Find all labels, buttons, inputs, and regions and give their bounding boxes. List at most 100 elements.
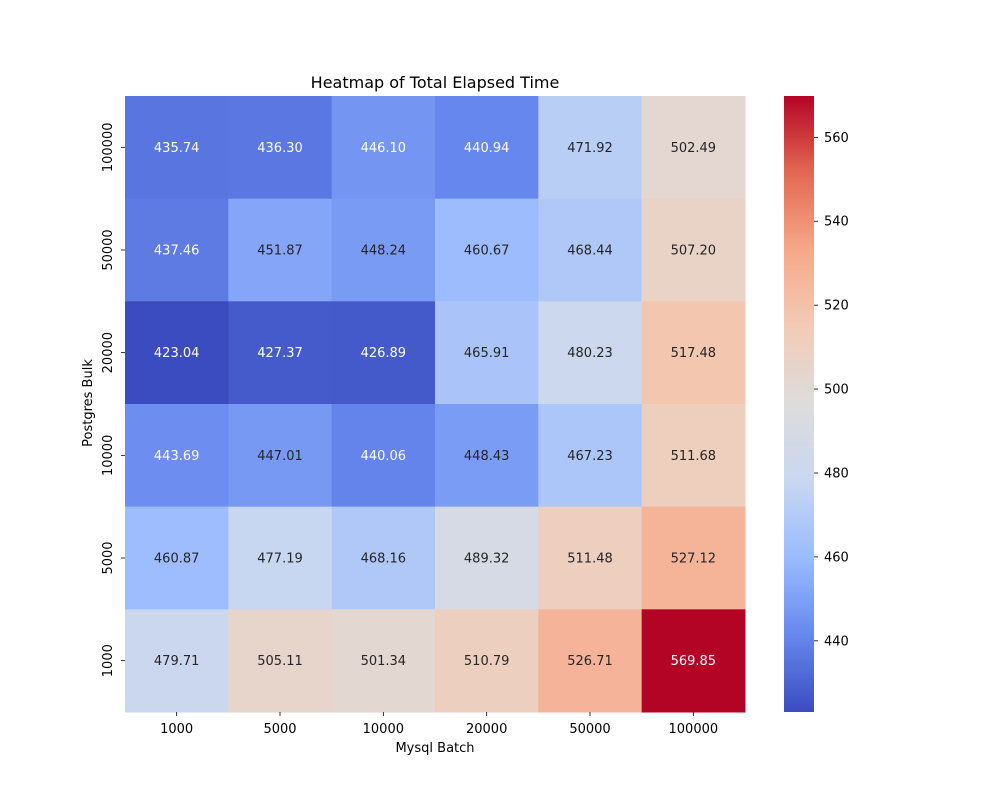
cell-value-label: 446.10: [361, 141, 407, 156]
y-axis-label: Postgres Bulk: [81, 359, 96, 447]
y-tick-label: 100000: [101, 123, 116, 173]
heatmap-cell: [435, 506, 539, 610]
cell-value-label: 502.49: [671, 141, 717, 156]
x-tick-label: 100000: [669, 722, 719, 737]
y-tick-label: 50000: [101, 229, 116, 270]
heatmap-cell: [331, 404, 436, 508]
cell-value-label: 443.69: [154, 449, 200, 464]
heatmap-cell: [228, 404, 333, 508]
cell-value-label: 451.87: [257, 244, 303, 259]
cell-value-label: 447.01: [257, 449, 303, 464]
x-tick-label: 50000: [569, 722, 610, 737]
chart-title: Heatmap of Total Elapsed Time: [311, 73, 560, 92]
heatmap-cell: [125, 506, 229, 610]
heatmap-cell: [228, 609, 333, 713]
cell-value-label: 448.43: [464, 449, 510, 464]
cell-value-label: 426.89: [361, 346, 407, 361]
cell-value-label: 489.32: [464, 552, 510, 567]
heatmap-cell: [125, 198, 229, 302]
heatmap-cell: [331, 506, 436, 610]
colorbar-tick-label: 460: [824, 550, 849, 565]
x-axis-label: Mysql Batch: [395, 741, 474, 756]
heatmap-cell: [331, 198, 436, 302]
heatmap-cell: [538, 96, 643, 200]
cell-value-label: 479.71: [154, 654, 200, 669]
heatmap-cell: [125, 404, 229, 508]
heatmap-cells: 435.74 436.30 446.10 440.94 471.92 502.49 437.…: [125, 96, 746, 713]
cell-value-label: 435.74: [154, 141, 200, 156]
heatmap-cell: [331, 301, 436, 405]
heatmap-cell: [435, 609, 539, 713]
cell-value-label: 427.37: [257, 346, 303, 361]
heatmap-cell: [538, 301, 643, 405]
heatmap-cell: [538, 198, 643, 302]
cell-value-label: 569.85: [671, 654, 717, 669]
x-tick-label: 5000: [263, 722, 296, 737]
cell-value-label: 527.12: [671, 552, 717, 567]
cell-value-label: 480.23: [567, 346, 613, 361]
y-tick-label: 1000: [101, 644, 116, 677]
heatmap-cell: [331, 96, 436, 200]
y-tick-label: 20000: [101, 332, 116, 373]
heatmap-cell: [435, 198, 539, 302]
heatmap-cell: [435, 301, 539, 405]
heatmap-cell: [228, 198, 333, 302]
heatmap-cell: [538, 609, 643, 713]
heatmap-cell: [538, 506, 643, 610]
cell-value-label: 505.11: [257, 654, 303, 669]
colorbar-tick-label: 540: [824, 215, 849, 230]
cell-value-label: 471.92: [567, 141, 613, 156]
cell-value-label: 460.67: [464, 244, 510, 259]
colorbar-tick-label: 520: [824, 299, 849, 314]
cell-value-label: 468.44: [567, 244, 613, 259]
cell-value-label: 501.34: [361, 654, 407, 669]
y-axis: 100000 50000 20000 10000 5000 1000: [101, 123, 125, 677]
colorbar: 440 460 480 500 520 540 560: [784, 96, 849, 712]
x-tick-label: 1000: [160, 722, 193, 737]
heatmap-cell: [331, 609, 436, 713]
heatmap-cell: [435, 404, 539, 508]
cell-value-label: 511.68: [671, 449, 717, 464]
heatmap-cell: [125, 96, 229, 200]
heatmap-cell: [641, 609, 746, 713]
heatmap-cell: [641, 506, 746, 610]
x-axis: 1000 5000 10000 20000 50000 100000: [160, 712, 718, 737]
cell-value-label: 510.79: [464, 654, 510, 669]
heatmap-cell: [125, 609, 229, 713]
heatmap-cell: [641, 404, 746, 508]
cell-value-label: 436.30: [257, 141, 303, 156]
heatmap-cell: [641, 198, 746, 302]
colorbar-gradient: [784, 96, 814, 712]
colorbar-tick-label: 560: [824, 131, 849, 146]
heatmap-cell: [435, 96, 539, 200]
heatmap-cell: [228, 506, 333, 610]
cell-value-label: 468.16: [361, 552, 407, 567]
heatmap-cell: [125, 301, 229, 405]
heatmap-cell: [641, 96, 746, 200]
colorbar-tick-label: 480: [824, 467, 849, 482]
cell-value-label: 440.06: [361, 449, 407, 464]
cell-value-label: 440.94: [464, 141, 510, 156]
cell-value-label: 526.71: [567, 654, 613, 669]
x-tick-label: 10000: [363, 722, 404, 737]
heatmap-cell: [641, 301, 746, 405]
cell-value-label: 511.48: [567, 552, 613, 567]
cell-value-label: 477.19: [257, 552, 303, 567]
x-tick-label: 20000: [466, 722, 507, 737]
heatmap-cell: [228, 96, 333, 200]
heatmap-cell: [228, 301, 333, 405]
y-tick-label: 5000: [101, 541, 116, 574]
cell-value-label: 448.24: [361, 244, 407, 259]
cell-value-label: 507.20: [671, 244, 717, 259]
colorbar-tick-label: 500: [824, 383, 849, 398]
y-tick-label: 10000: [101, 435, 116, 476]
cell-value-label: 517.48: [671, 346, 717, 361]
heatmap-cell: [538, 404, 643, 508]
cell-value-label: 460.87: [154, 552, 200, 567]
cell-value-label: 437.46: [154, 244, 200, 259]
cell-value-label: 465.91: [464, 346, 510, 361]
cell-value-label: 423.04: [154, 346, 200, 361]
cell-value-label: 467.23: [567, 449, 613, 464]
colorbar-tick-label: 440: [824, 634, 849, 649]
